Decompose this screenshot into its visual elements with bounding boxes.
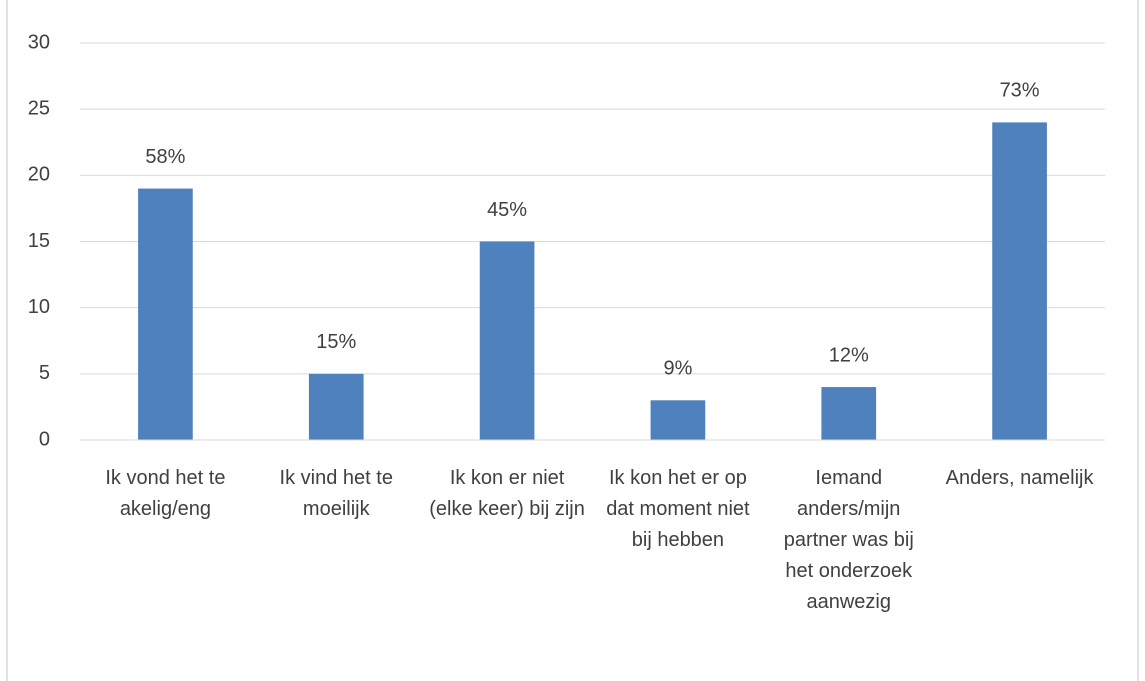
bar bbox=[138, 188, 193, 440]
data-label: 45% bbox=[487, 199, 527, 221]
data-label: 12% bbox=[829, 344, 869, 366]
x-tick-label: Ik vind het te moeilijk bbox=[279, 467, 393, 520]
x-tick-label: Ik vond het te akelig/eng bbox=[105, 467, 226, 520]
x-tick-label: Iemand anders/mijn partner was bij het o… bbox=[783, 467, 914, 613]
bar bbox=[479, 241, 535, 440]
y-tick-label: 25 bbox=[28, 97, 50, 119]
bar bbox=[992, 122, 1047, 441]
data-label: 9% bbox=[663, 358, 692, 380]
bar bbox=[308, 373, 364, 440]
y-tick-label: 15 bbox=[28, 230, 50, 252]
bar bbox=[650, 400, 706, 440]
x-tick-label: Ik kon het er op dat moment niet bij heb… bbox=[606, 467, 750, 551]
bar bbox=[821, 387, 877, 440]
y-tick-label: 20 bbox=[28, 164, 50, 186]
data-label: 73% bbox=[1000, 80, 1040, 102]
x-tick-label: Ik kon er niet (elke keer) bij zijn bbox=[429, 467, 585, 520]
data-label: 58% bbox=[145, 146, 185, 168]
y-tick-label: 10 bbox=[28, 296, 50, 318]
chart-border bbox=[6, 0, 1139, 681]
y-tick-label: 5 bbox=[39, 362, 50, 384]
x-tick-label: Anders, namelijk bbox=[945, 467, 1094, 489]
data-label: 15% bbox=[316, 331, 356, 353]
y-tick-label: 0 bbox=[39, 428, 50, 450]
y-tick-label: 30 bbox=[28, 31, 50, 53]
